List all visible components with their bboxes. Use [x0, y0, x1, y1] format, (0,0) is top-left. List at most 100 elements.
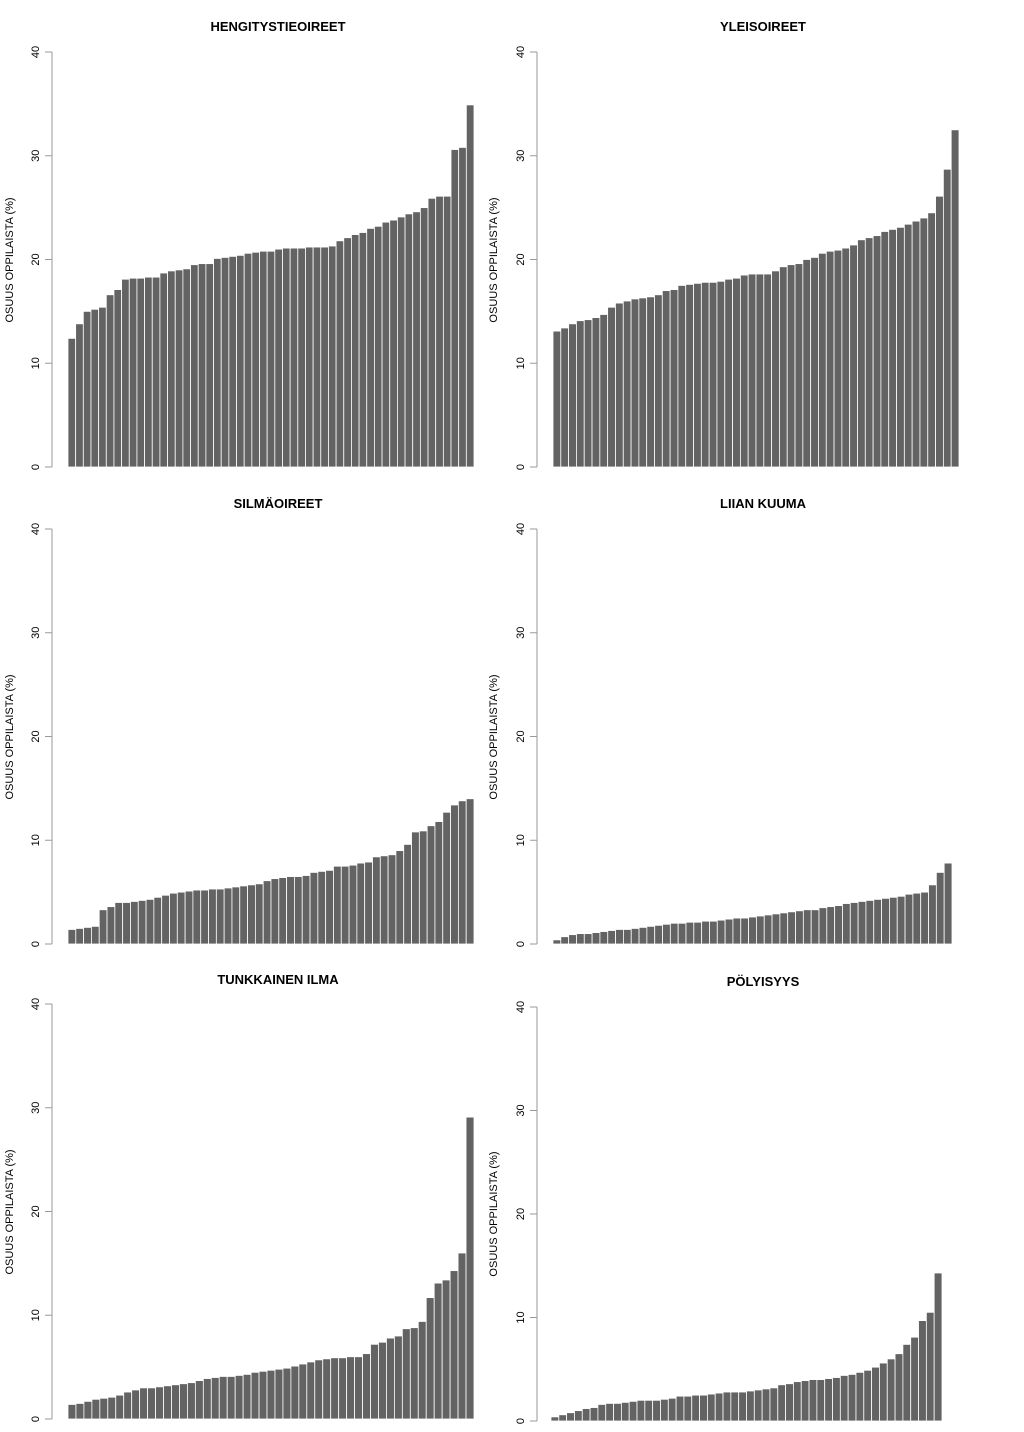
chart-panel: LIIAN KUUMA 0 10 20 30 40 OSUUS OPPILAISTA (%) [488, 496, 953, 947]
bar [583, 319, 593, 468]
bar [785, 1383, 794, 1422]
bar [171, 1384, 180, 1420]
bar [709, 920, 718, 945]
bar [646, 296, 655, 468]
bar [122, 902, 131, 945]
bar [254, 883, 264, 945]
bar [732, 277, 741, 468]
y-tick-label: 0 [515, 1418, 527, 1424]
bar [910, 1336, 919, 1422]
chart-panel: HENGITYSTIEOIREET 0 10 20 30 40 OSUUS OPPILAIS… [4, 19, 475, 470]
y-axis-title: OSUUS OPPILAISTA (%) [488, 674, 500, 799]
bar [314, 1359, 324, 1420]
bar [716, 280, 726, 468]
bar [290, 1365, 300, 1420]
bar [583, 933, 593, 945]
bar [568, 323, 577, 468]
bar [457, 1252, 467, 1420]
bar [864, 237, 874, 468]
bar [106, 906, 116, 945]
bar [174, 269, 184, 468]
bar [675, 1395, 685, 1422]
bar [317, 870, 327, 945]
bar [920, 891, 929, 945]
y-tick-label: 40 [30, 998, 42, 1010]
bar [228, 255, 237, 468]
bar [669, 289, 679, 468]
bar [834, 905, 843, 945]
bar [615, 302, 624, 468]
bar [262, 880, 272, 945]
bar [826, 906, 836, 945]
y-tick-label: 30 [515, 150, 527, 162]
bar [700, 281, 710, 468]
chart-title: LIIAN KUUMA [720, 496, 807, 511]
bar [880, 231, 890, 468]
bar [628, 1400, 638, 1422]
bar [99, 1397, 109, 1420]
bar [294, 876, 303, 945]
y-tick-label: 0 [30, 1416, 42, 1422]
bar [708, 281, 718, 468]
bar [434, 821, 444, 945]
bar [425, 1297, 435, 1420]
bar [330, 1357, 340, 1420]
bar [693, 921, 703, 945]
bar [591, 932, 601, 945]
bar [763, 273, 773, 468]
bar [925, 1311, 935, 1422]
bar [646, 925, 656, 945]
bar [904, 893, 914, 945]
bar [871, 1366, 880, 1422]
bar [374, 225, 383, 468]
bar [312, 246, 322, 468]
bar [67, 337, 77, 468]
bar [465, 1116, 475, 1420]
bar [568, 934, 577, 945]
bar [348, 864, 358, 945]
bar [636, 1399, 646, 1422]
bar [139, 1387, 149, 1420]
bar [346, 1356, 355, 1420]
bar [950, 129, 960, 468]
bar [401, 1328, 411, 1420]
bar [343, 237, 352, 468]
bar [236, 254, 245, 468]
bar [306, 1361, 316, 1420]
y-tick-label: 40 [30, 523, 42, 535]
bar [266, 250, 276, 468]
bar [75, 928, 85, 945]
bar [613, 1403, 622, 1422]
bar [192, 889, 202, 945]
bar [234, 1375, 244, 1420]
bar [779, 912, 789, 945]
bar [364, 861, 373, 945]
bar [286, 876, 295, 945]
bar [599, 931, 609, 945]
y-tick-label: 40 [515, 46, 527, 58]
bar [155, 1386, 164, 1420]
bar [919, 217, 929, 468]
bar [808, 1379, 818, 1422]
bar [98, 909, 108, 945]
bar [105, 294, 115, 468]
bar [115, 1394, 125, 1420]
bar [896, 895, 906, 945]
y-tick-label: 30 [515, 1104, 527, 1116]
bar [683, 1395, 693, 1422]
bar [638, 927, 648, 945]
bar [449, 1270, 459, 1420]
bar [378, 1341, 387, 1420]
bar [661, 290, 671, 468]
bar [243, 252, 253, 468]
bar [226, 1376, 236, 1420]
bar [886, 1358, 896, 1422]
bar [714, 1392, 724, 1422]
bar [205, 263, 214, 468]
bar [652, 1399, 661, 1422]
bar [669, 922, 679, 945]
bar [435, 195, 444, 468]
y-tick-label: 30 [30, 1102, 42, 1114]
bar [654, 294, 663, 468]
bar [699, 1394, 708, 1422]
